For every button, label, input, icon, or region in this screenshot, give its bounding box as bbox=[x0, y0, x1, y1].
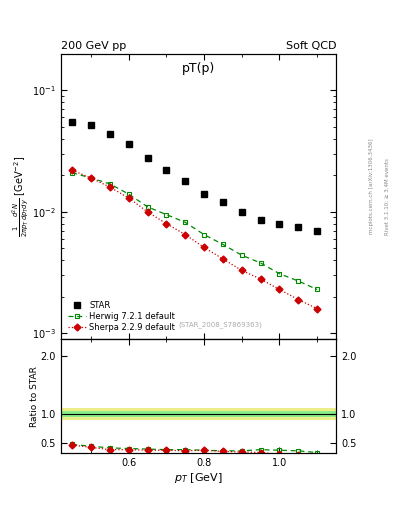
Herwig 7.2.1 default bbox=[89, 175, 94, 181]
Herwig 7.2.1 default bbox=[108, 181, 112, 187]
Herwig 7.2.1 default bbox=[145, 204, 150, 210]
Text: Soft QCD: Soft QCD bbox=[286, 41, 336, 51]
Herwig 7.2.1 default bbox=[202, 231, 206, 238]
Sherpa 2.2.9 default bbox=[89, 175, 94, 181]
Sherpa 2.2.9 default bbox=[258, 276, 263, 282]
STAR bbox=[220, 199, 225, 205]
STAR bbox=[258, 218, 263, 224]
Sherpa 2.2.9 default bbox=[220, 256, 225, 262]
Line: Herwig 7.2.1 default: Herwig 7.2.1 default bbox=[70, 170, 320, 292]
Herwig 7.2.1 default bbox=[315, 286, 320, 292]
Sherpa 2.2.9 default bbox=[145, 209, 150, 215]
Herwig 7.2.1 default bbox=[258, 260, 263, 266]
Sherpa 2.2.9 default bbox=[164, 221, 169, 227]
STAR bbox=[127, 141, 131, 147]
STAR bbox=[108, 131, 112, 137]
Sherpa 2.2.9 default bbox=[296, 296, 301, 303]
STAR bbox=[164, 167, 169, 174]
Text: mcplots.cern.ch [arXiv:1306.3436]: mcplots.cern.ch [arXiv:1306.3436] bbox=[369, 138, 374, 234]
STAR bbox=[145, 155, 150, 161]
Text: Rivet 3.1.10; ≥ 3.4M events: Rivet 3.1.10; ≥ 3.4M events bbox=[385, 158, 389, 235]
STAR bbox=[70, 119, 75, 125]
STAR bbox=[183, 178, 187, 184]
Herwig 7.2.1 default bbox=[277, 271, 282, 277]
Sherpa 2.2.9 default bbox=[239, 267, 244, 273]
Sherpa 2.2.9 default bbox=[202, 244, 206, 250]
Sherpa 2.2.9 default bbox=[315, 306, 320, 312]
Legend: STAR, Herwig 7.2.1 default, Sherpa 2.2.9 default: STAR, Herwig 7.2.1 default, Sherpa 2.2.9… bbox=[65, 298, 178, 335]
STAR bbox=[202, 191, 206, 197]
STAR bbox=[277, 221, 282, 227]
Line: STAR: STAR bbox=[69, 119, 320, 234]
Y-axis label: $\frac{1}{2\pi p_T}\frac{d^2N}{dp_T dy}\ \left[\mathrm{GeV}^{-2}\right]$: $\frac{1}{2\pi p_T}\frac{d^2N}{dp_T dy}\… bbox=[10, 156, 31, 237]
Herwig 7.2.1 default bbox=[220, 241, 225, 247]
Text: pT(p): pT(p) bbox=[182, 62, 215, 75]
STAR bbox=[315, 228, 320, 234]
Sherpa 2.2.9 default bbox=[127, 195, 131, 201]
Herwig 7.2.1 default bbox=[296, 278, 301, 284]
Herwig 7.2.1 default bbox=[127, 191, 131, 197]
Line: Sherpa 2.2.9 default: Sherpa 2.2.9 default bbox=[70, 168, 320, 311]
Sherpa 2.2.9 default bbox=[277, 286, 282, 292]
Sherpa 2.2.9 default bbox=[108, 184, 112, 190]
STAR bbox=[239, 209, 244, 215]
X-axis label: $p_T$ [GeV]: $p_T$ [GeV] bbox=[174, 471, 223, 485]
STAR bbox=[89, 122, 94, 128]
Sherpa 2.2.9 default bbox=[183, 231, 187, 238]
Sherpa 2.2.9 default bbox=[70, 167, 75, 174]
Y-axis label: Ratio to STAR: Ratio to STAR bbox=[30, 366, 39, 426]
Herwig 7.2.1 default bbox=[239, 252, 244, 259]
STAR bbox=[296, 224, 301, 230]
Herwig 7.2.1 default bbox=[70, 169, 75, 176]
Text: (STAR_2008_S7869363): (STAR_2008_S7869363) bbox=[178, 321, 263, 328]
Herwig 7.2.1 default bbox=[183, 219, 187, 225]
Herwig 7.2.1 default bbox=[164, 211, 169, 218]
Text: 200 GeV pp: 200 GeV pp bbox=[61, 41, 126, 51]
